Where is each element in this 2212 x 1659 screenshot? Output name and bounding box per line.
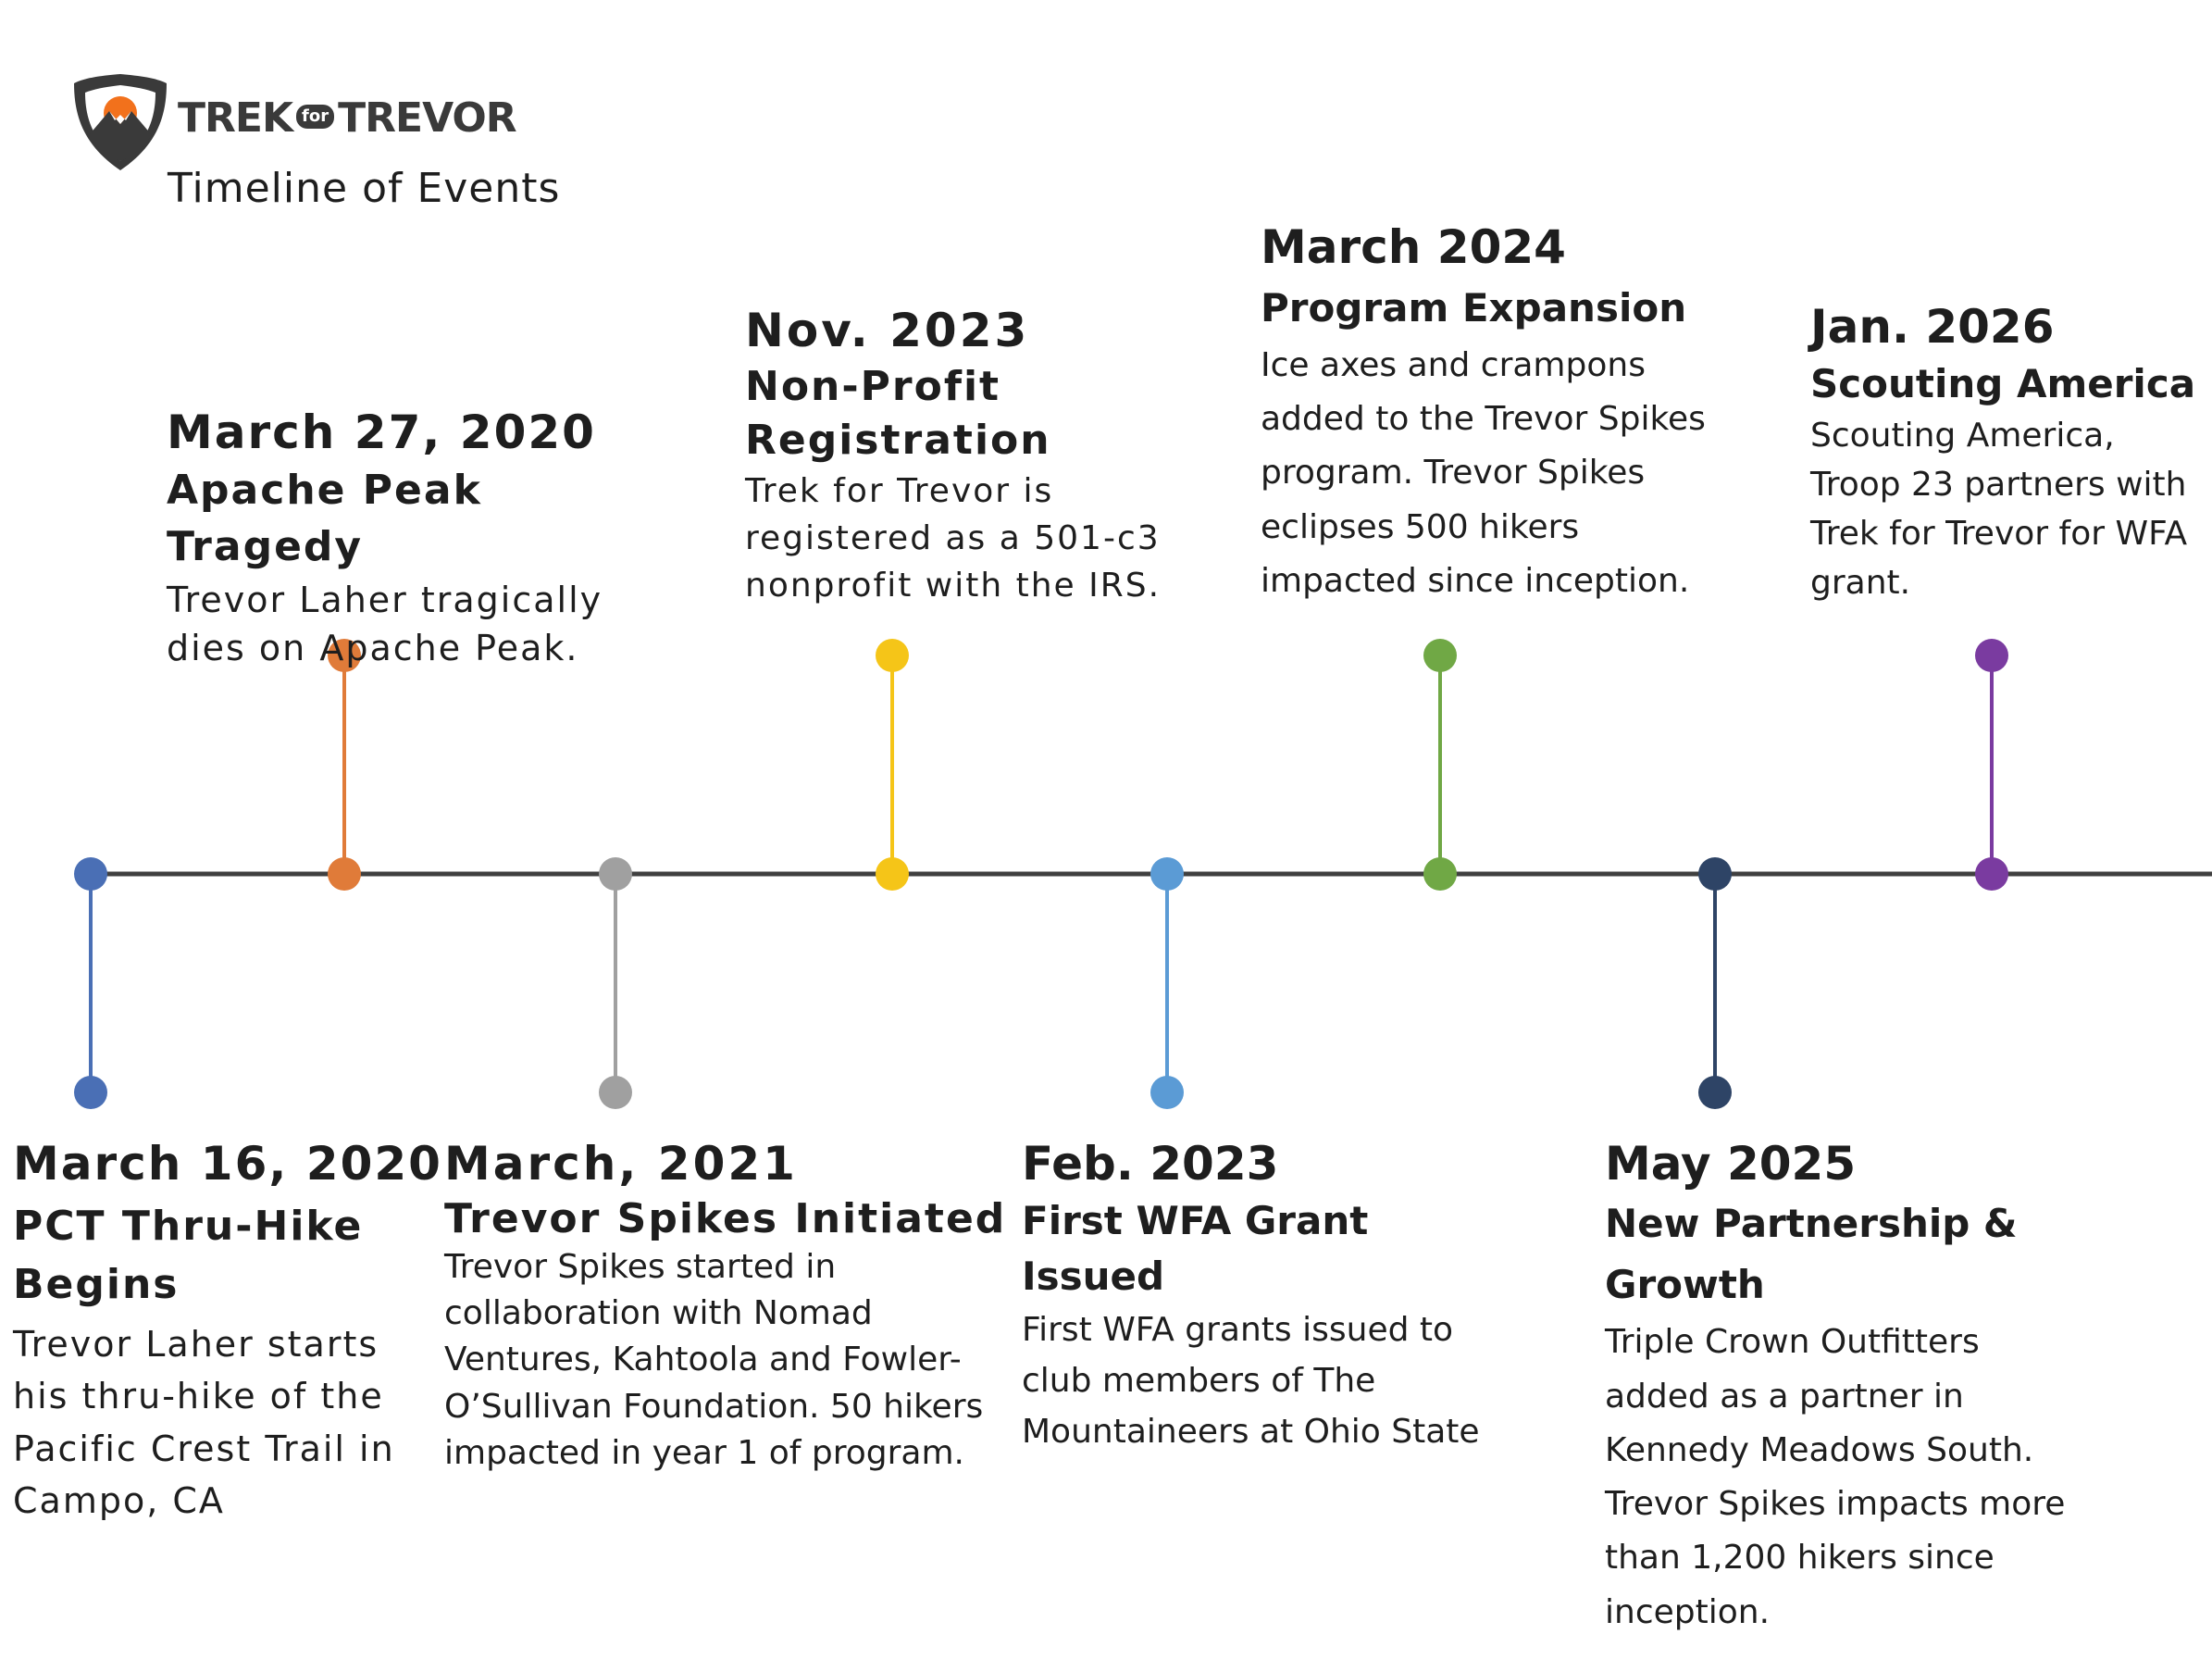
event-description: Trevor Laher tragically dies on Apache P… bbox=[167, 579, 603, 669]
event-may-2025: May 2025 New Partnership & Growth Triple… bbox=[1605, 1135, 2068, 1640]
shield-logo-icon bbox=[74, 74, 167, 170]
event-march-27-2020: March 27, 2020 Apache Peak Tragedy Trevo… bbox=[167, 404, 685, 673]
event-title: PCT Thru-Hike Begins bbox=[13, 1202, 364, 1309]
page-title: Timeline of Events bbox=[168, 165, 561, 212]
event-description: Scouting America, Troop 23 partners with… bbox=[1810, 417, 2188, 603]
axis-dot-6 bbox=[1698, 857, 1732, 891]
event-date: March 27, 2020 bbox=[167, 405, 596, 459]
axis-dot-5 bbox=[1423, 857, 1457, 891]
brand-logo: TREK for TREVOR bbox=[68, 70, 517, 181]
end-dot-1 bbox=[328, 639, 361, 672]
event-description: Trevor Laher starts his thru-hike of the… bbox=[13, 1324, 395, 1521]
event-description: Triple Crown Outfitters added as a partn… bbox=[1605, 1323, 2066, 1631]
event-date: March 2024 bbox=[1261, 220, 1566, 274]
axis-dot-1 bbox=[328, 857, 361, 891]
event-date: March 16, 2020 bbox=[13, 1137, 442, 1191]
end-dot-6 bbox=[1698, 1076, 1732, 1109]
brand-trek: TREK bbox=[178, 94, 293, 142]
end-dot-2 bbox=[599, 1076, 632, 1109]
end-dot-0 bbox=[74, 1076, 107, 1109]
event-title: Scouting America bbox=[1810, 360, 2196, 406]
axis-dot-3 bbox=[876, 857, 909, 891]
event-jan-2026: Jan. 2026 Scouting America Scouting Amer… bbox=[1810, 298, 2199, 608]
event-title: First WFA Grant Issued bbox=[1022, 1197, 1369, 1300]
end-dot-7 bbox=[1975, 639, 2008, 672]
event-march-2021: March, 2021 Trevor Spikes Initiated Trev… bbox=[444, 1135, 1009, 1477]
event-date: May 2025 bbox=[1605, 1137, 1857, 1191]
brand-trevor: TREVOR bbox=[338, 94, 517, 142]
event-title: Program Expansion bbox=[1261, 284, 1687, 331]
end-dot-3 bbox=[876, 639, 909, 672]
end-dot-4 bbox=[1150, 1076, 1184, 1109]
event-nov-2023: Nov. 2023 Non-Profit Registration Trek f… bbox=[745, 302, 1226, 609]
event-date: Feb. 2023 bbox=[1022, 1137, 1279, 1191]
event-title: Non-Profit Registration bbox=[745, 362, 1051, 464]
event-description: Trek for Trevor is registered as a 501-c… bbox=[745, 471, 1162, 605]
brand-wordmark: TREK for TREVOR bbox=[178, 98, 517, 139]
event-date: Jan. 2026 bbox=[1810, 300, 2055, 354]
event-description: Trevor Spikes started in collaboration w… bbox=[444, 1247, 984, 1473]
axis-dot-0 bbox=[74, 857, 107, 891]
event-description: First WFA grants issued to club members … bbox=[1022, 1311, 1480, 1451]
axis-dot-4 bbox=[1150, 857, 1184, 891]
brand-for: for bbox=[296, 105, 335, 129]
event-date: March, 2021 bbox=[444, 1137, 798, 1191]
event-description: Ice axes and crampons added to the Trevo… bbox=[1261, 345, 1706, 600]
event-title: Trevor Spikes Initiated bbox=[444, 1194, 1007, 1242]
event-march-2024: March 2024 Program Expansion Ice axes an… bbox=[1261, 218, 1742, 608]
event-title: New Partnership & Growth bbox=[1605, 1200, 2018, 1307]
axis-dot-7 bbox=[1975, 857, 2008, 891]
event-date: Nov. 2023 bbox=[745, 304, 1030, 357]
end-dot-5 bbox=[1423, 639, 1457, 672]
axis-dot-2 bbox=[599, 857, 632, 891]
event-title: Apache Peak Tragedy bbox=[167, 466, 482, 571]
event-feb-2023: Feb. 2023 First WFA Grant Issued First W… bbox=[1022, 1135, 1522, 1457]
event-march-16-2020: March 16, 2020 PCT Thru-Hike Begins Trev… bbox=[13, 1135, 442, 1527]
